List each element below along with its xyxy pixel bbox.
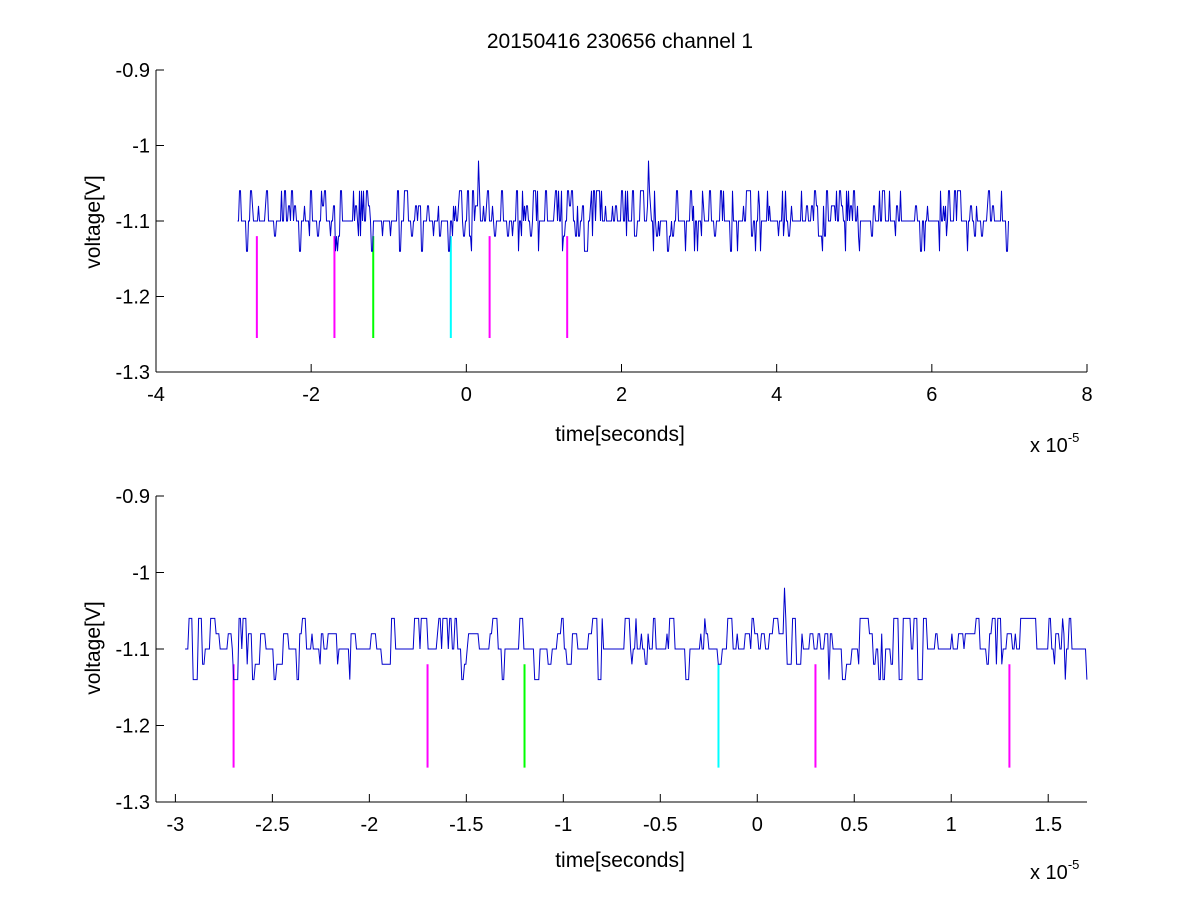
x-tick-label: 6 bbox=[926, 384, 937, 406]
x-tick-label: -2 bbox=[360, 814, 378, 836]
axes: -0.9 -1 -1.1 -1.2 -1.3 -3 -2.5 -2 -1.5 -1 -0.5 0 0.5… bbox=[116, 486, 1087, 836]
y-tick-label: -1 bbox=[132, 563, 150, 585]
y-tick-label: -1.3 bbox=[116, 792, 150, 814]
signal-line bbox=[237, 160, 1009, 252]
x-tick-label: 2 bbox=[616, 384, 627, 406]
y-tick-label: -1.1 bbox=[116, 211, 150, 233]
x-tick-label: 0.5 bbox=[840, 814, 868, 836]
x-tick-label: -2.5 bbox=[255, 814, 289, 836]
y-axis-label: voltage[V] bbox=[82, 175, 105, 268]
x-axis-multiplier: x 10-5 bbox=[1030, 857, 1079, 884]
x-tick-label: -1.5 bbox=[449, 814, 483, 836]
x-tick-label: -2 bbox=[302, 384, 320, 406]
chart-title: 20150416 230656 channel 1 bbox=[487, 30, 753, 53]
signal-trace bbox=[237, 160, 1009, 252]
y-tick-label: -0.9 bbox=[116, 486, 150, 508]
marker-lines bbox=[255, 236, 569, 339]
x-tick-label: -0.5 bbox=[643, 814, 677, 836]
subplot-top: 20150416 230656 channel 1 -0.9 -1 -1.1 -1.2… bbox=[82, 30, 1093, 457]
y-tick-label: -1 bbox=[132, 136, 150, 158]
x-tick-label: 0 bbox=[461, 384, 472, 406]
subplot-bottom: -0.9 -1 -1.1 -1.2 -1.3 -3 -2.5 -2 -1.5 -1 -0.5 0 0.5… bbox=[82, 486, 1088, 884]
x-multiplier-exponent: -5 bbox=[1068, 430, 1080, 445]
x-tick-label: 8 bbox=[1081, 384, 1092, 406]
x-axis-multiplier: x 10-5 bbox=[1030, 430, 1079, 457]
y-tick-label: -1.2 bbox=[116, 287, 150, 309]
y-tick-label: -0.9 bbox=[116, 60, 150, 82]
signal-line bbox=[185, 587, 1088, 681]
x-tick-label: -1 bbox=[554, 814, 572, 836]
x-multiplier-exponent: -5 bbox=[1068, 857, 1080, 872]
x-axis-label: time[seconds] bbox=[555, 423, 685, 446]
y-tick-label: -1.2 bbox=[116, 716, 150, 738]
x-tick-label: 1 bbox=[946, 814, 957, 836]
x-multiplier-base: x 10 bbox=[1030, 862, 1068, 884]
x-multiplier-base: x 10 bbox=[1030, 435, 1068, 457]
x-axis-label: time[seconds] bbox=[555, 849, 685, 872]
x-tick-label: -4 bbox=[147, 384, 165, 406]
signal-trace bbox=[185, 587, 1088, 681]
x-tick-label: 0 bbox=[752, 814, 763, 836]
x-tick-label: 1.5 bbox=[1034, 814, 1062, 836]
marker-lines bbox=[232, 664, 1011, 768]
y-tick-label: -1.1 bbox=[116, 639, 150, 661]
axes: -0.9 -1 -1.1 -1.2 -1.3-4 -2 0 2 4 6 8 bbox=[116, 60, 1093, 406]
y-axis-label: voltage[V] bbox=[82, 601, 105, 694]
x-tick-label: 4 bbox=[771, 384, 782, 406]
y-tick-label: -1.3 bbox=[116, 362, 150, 384]
x-tick-label: -3 bbox=[166, 814, 184, 836]
